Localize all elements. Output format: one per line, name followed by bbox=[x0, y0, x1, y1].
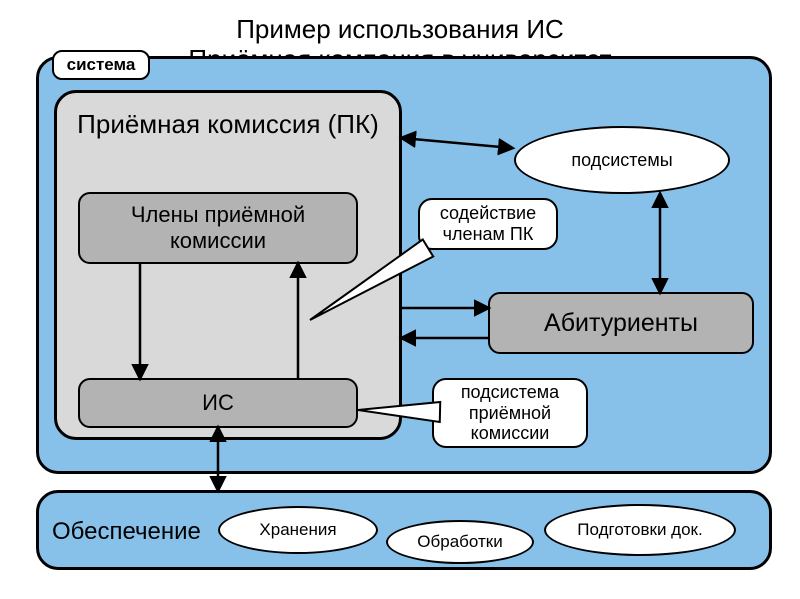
pk-commission-heading: Приёмная комиссия (ПК) bbox=[54, 108, 402, 178]
title-main: Пример использования ИС bbox=[0, 14, 800, 45]
is-box: ИС bbox=[78, 378, 358, 428]
system-label-pill: система bbox=[52, 50, 150, 80]
members-box: Члены приёмной комиссии bbox=[78, 192, 358, 264]
processing-ellipse: Обработки bbox=[386, 520, 534, 564]
docs-ellipse: Подготовки док. bbox=[544, 504, 736, 556]
storage-ellipse: Хранения bbox=[218, 506, 378, 554]
abiturients-box: Абитуриенты bbox=[488, 292, 754, 354]
assist-callout: содействие членам ПК bbox=[418, 198, 558, 250]
subsystem-pk-callout: подсистема приёмной комиссии bbox=[432, 378, 588, 448]
provision-label: Обеспечение bbox=[52, 518, 222, 546]
subsystems-ellipse: подсистемы bbox=[514, 126, 730, 194]
